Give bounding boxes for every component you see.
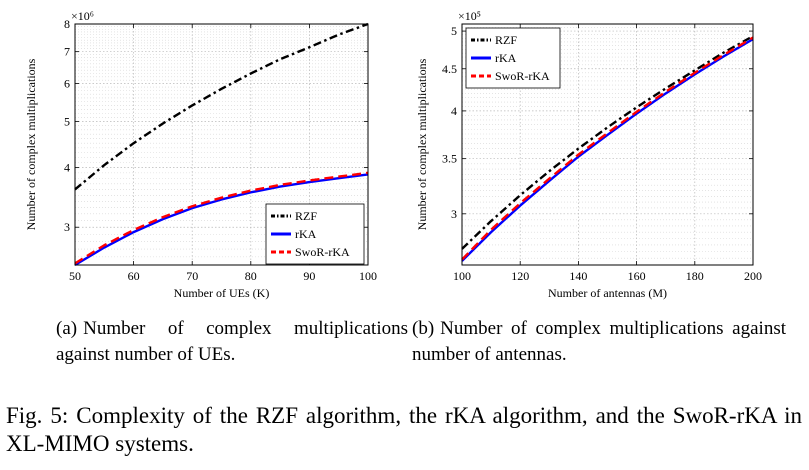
- series-line-rka: [461, 38, 754, 262]
- y-tick-label: 4.5: [442, 62, 457, 76]
- y-tick-label: 3.5: [442, 152, 457, 166]
- subcaption-b: (b) Number of complex multiplications aga…: [412, 316, 786, 368]
- legend-box: [465, 27, 561, 89]
- ticks: 50 60 70 80 90 100 3 4 5 6 7 8: [64, 17, 377, 283]
- series-lines: [461, 35, 754, 262]
- y-tick-label: 3: [64, 220, 70, 234]
- series-line-rka: [74, 173, 369, 267]
- subcaption-b-text: Number of complex multiplications agains…: [412, 318, 786, 365]
- legend: RZF rKA SwoR-rKA: [265, 203, 365, 265]
- legend-label-rzf: RZF: [295, 209, 317, 223]
- y-tick-label: 8: [64, 17, 70, 31]
- x-tick-label: 100: [359, 269, 377, 283]
- series-line-swor-rka: [461, 36, 754, 261]
- x-tick-label: 200: [744, 269, 762, 283]
- x-tick-label: 120: [511, 269, 529, 283]
- x-tick-label: 180: [686, 269, 704, 283]
- x-tick-label: 70: [186, 269, 198, 283]
- series-line-rzf: [74, 22, 369, 191]
- x-tick-label: 50: [69, 269, 81, 283]
- subcaption-a-text: Number of complex multiplications agains…: [56, 318, 408, 365]
- subcaption-a: (a) Number of complex multiplications aga…: [56, 316, 408, 368]
- x-tick-label: 140: [569, 269, 587, 283]
- plot-frame: [74, 23, 369, 266]
- x-tick-label: 160: [628, 269, 646, 283]
- x-tick-label: 80: [245, 269, 257, 283]
- x-tick-label: 90: [303, 269, 315, 283]
- legend-label-rzf: RZF: [495, 33, 517, 47]
- chart-panel-a: 50 60 70 80 90 100 3 4 5 6 7 8×10⁶ Number of UEs (K)…: [24, 9, 377, 300]
- legend-label-rka: rKA: [495, 51, 517, 65]
- legend-label-swor-rka: SwoR-rKA: [295, 245, 350, 259]
- y-axis-label: Number of complex multiplications: [415, 58, 429, 230]
- subcaption-a-label: (a): [56, 318, 78, 339]
- y-tick-label: 3: [451, 207, 457, 221]
- legend-label-rka: rKA: [295, 227, 317, 241]
- y-axis-label: Number of complex multiplications: [24, 58, 38, 230]
- series-line-swor-rka: [74, 171, 369, 265]
- series-line-rzf: [461, 35, 754, 250]
- chart-panel-b: 100 120 140 160 180 200 3 3.5 4 4.5 5×10⁵ Number of…: [415, 9, 762, 300]
- y-tick-label: 5: [451, 24, 457, 38]
- y-tick-label: 6: [64, 77, 70, 91]
- y-tick-label: 7: [64, 45, 70, 59]
- y-tick-label: 5: [64, 114, 70, 128]
- y-tick-label: 4: [64, 161, 70, 175]
- series-lines: [74, 22, 369, 267]
- y-exponent-label: ×10⁵: [458, 9, 481, 23]
- y-tick-label: 4: [451, 104, 457, 118]
- minor-gridlines: [75, 26, 368, 266]
- figure-caption: Fig. 5: Complexity of the RZF algorithm, …: [6, 402, 802, 458]
- x-tick-label: 100: [453, 269, 471, 283]
- subcaption-b-label: (b): [412, 318, 435, 339]
- plot-frame: [461, 23, 754, 266]
- y-exponent-label: ×10⁶: [71, 9, 94, 23]
- x-axis-label: Number of antennas (M): [548, 286, 667, 300]
- x-tick-label: 60: [128, 269, 140, 283]
- x-axis-label: Number of UEs (K): [174, 286, 270, 300]
- ticks: 100 120 140 160 180 200 3 3.5 4 4.5 5: [442, 24, 762, 283]
- legend: RZF rKA SwoR-rKA: [465, 27, 561, 89]
- figure-caption-text: Complexity of the RZF algorithm, the rKA…: [6, 403, 802, 456]
- figure-label: Fig. 5:: [6, 403, 69, 428]
- legend-label-swor-rka: SwoR-rKA: [495, 69, 550, 83]
